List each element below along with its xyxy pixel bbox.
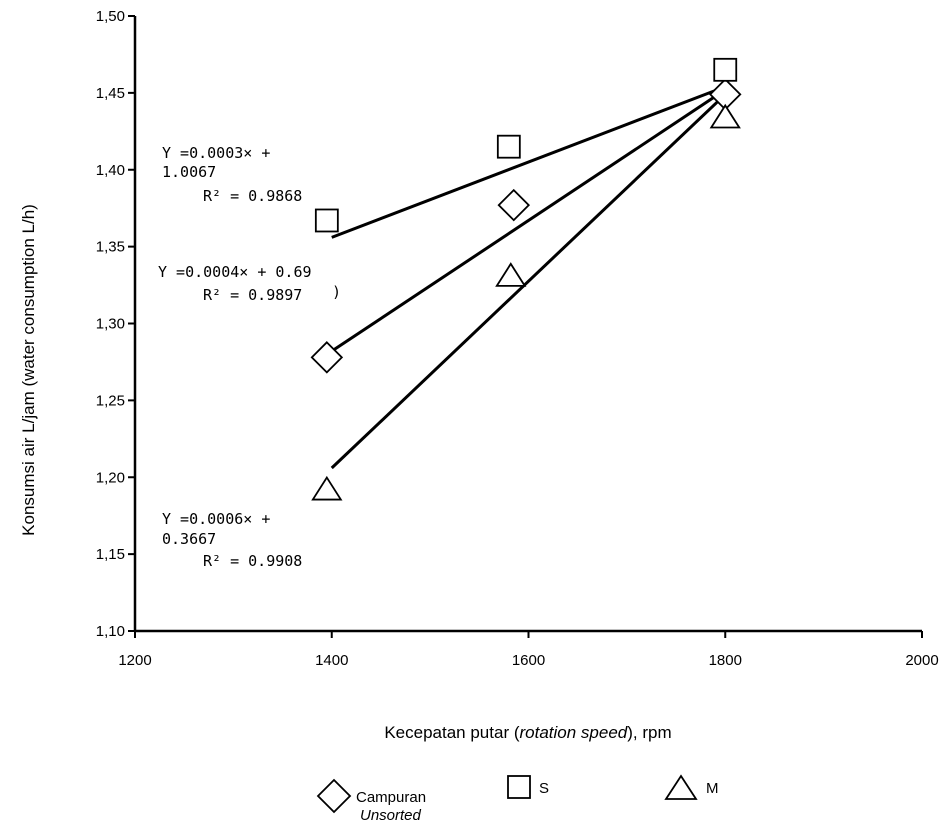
equation-m-line1b: 0.3667	[162, 530, 216, 548]
legend-item-campuran: Campuran Unsorted	[316, 778, 426, 824]
trend-line-campuran	[330, 88, 727, 353]
data-point-s	[496, 134, 521, 159]
legend-item-m: M	[664, 774, 719, 800]
x-axis-title-part-1: Kecepatan putar (	[384, 723, 519, 742]
y-axis-title: Konsumsi air L/jam (water consumption L/…	[19, 204, 38, 536]
equation-campuran-extra: )	[332, 283, 341, 301]
y-tick-label: 1,40	[96, 162, 125, 179]
equation-s-line1b: 1.0067	[162, 163, 216, 181]
trend-line-m	[330, 93, 727, 470]
x-tick-label: 1400	[315, 652, 348, 669]
chart-axes: 1,10 1,15 1,20 1,25 1,30 1,35 1,40 1,45 1,50 1200…	[96, 8, 939, 669]
equation-campuran-r2: R² = 0.9897	[203, 286, 302, 304]
data-point-m	[495, 262, 527, 287]
y-tick-label: 1,35	[96, 239, 125, 256]
data-markers	[310, 57, 742, 501]
y-tick-label: 1,30	[96, 316, 125, 333]
equation-m-r2: R² = 0.9908	[203, 552, 302, 570]
y-tick-label: 1,45	[96, 85, 125, 102]
legend-diamond-icon	[316, 778, 352, 814]
legend-label-campuran: Campuran	[356, 789, 426, 806]
trend-line-s	[331, 85, 726, 239]
legend-triangle-icon	[664, 774, 698, 800]
x-axis-title: Kecepatan putar (rotation speed), rpm	[384, 723, 671, 742]
y-tick-label: 1,50	[96, 8, 125, 25]
equation-s: Y =0.0003× + 1.0067 R² = 0.9868	[162, 144, 302, 205]
legend-label-m: M	[706, 780, 719, 797]
x-tick-label: 1800	[709, 652, 742, 669]
x-tick-label: 2000	[905, 652, 938, 669]
equation-campuran: Y =0.0004× + 0.69 R² = 0.9897 )	[158, 263, 341, 304]
data-point-m	[709, 103, 741, 129]
data-point-campuran	[497, 188, 531, 222]
equation-m: Y =0.0006× + 0.3667 R² = 0.9908	[162, 510, 302, 570]
x-tick-label: 1200	[118, 652, 151, 669]
legend-label-s: S	[539, 780, 549, 797]
equation-m-line1: Y =0.0006× +	[162, 510, 270, 528]
data-point-m	[311, 475, 343, 501]
data-point-campuran	[310, 341, 344, 374]
legend-item-s: S	[507, 775, 549, 799]
legend: Campuran Unsorted S M	[316, 774, 719, 824]
data-point-s	[314, 208, 339, 233]
y-tick-label: 1,25	[96, 392, 125, 409]
y-tick-label: 1,15	[96, 546, 125, 563]
data-point-s	[713, 57, 738, 82]
legend-square-icon	[507, 775, 531, 799]
y-tick-label: 1,20	[96, 469, 125, 486]
x-tick-label: 1600	[512, 652, 545, 669]
equation-s-line1: Y =0.0003× +	[162, 144, 270, 162]
equation-campuran-line1: Y =0.0004× + 0.69	[158, 263, 312, 281]
equation-s-r2: R² = 0.9868	[203, 187, 302, 205]
x-axis-title-part-2: rotation speed	[520, 723, 628, 742]
y-tick-label: 1,10	[96, 623, 125, 640]
trend-lines	[330, 85, 727, 470]
legend-sublabel-unsorted: Unsorted	[360, 807, 422, 824]
x-axis-title-part-3: ), rpm	[627, 723, 671, 742]
